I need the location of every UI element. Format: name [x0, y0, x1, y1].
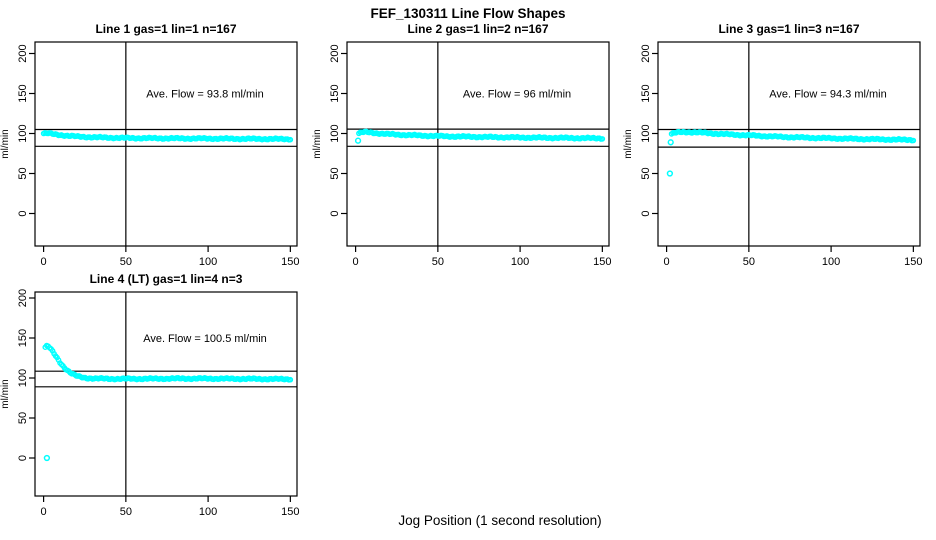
panel-title: Line 1 gas=1 lin=1 n=167: [95, 22, 236, 36]
y-axis: 0 50 100 150 200: [17, 289, 35, 461]
x-tick-label: 0: [664, 256, 670, 268]
data-series: [40, 130, 294, 143]
plot-box: [34, 41, 298, 247]
data-point: [910, 137, 917, 144]
y-tick-label: 150: [329, 84, 341, 102]
x-tick-label: 100: [822, 256, 840, 268]
y-tick-label: 150: [640, 84, 652, 102]
y-tick-label: 50: [17, 412, 29, 424]
x-axis: 0 50 100 150: [41, 246, 300, 268]
page-title: FEF_130311 Line Flow Shapes: [370, 6, 566, 21]
y-tick-label: 50: [640, 167, 652, 179]
x-axis: 0 50 100 150: [41, 496, 300, 518]
y-tick-label: 100: [17, 369, 29, 387]
panel-2: Line 2 gas=1 lin=2 n=167 Ave. Flow = 96 m…: [312, 22, 612, 268]
y-tick-label: 100: [640, 124, 652, 142]
y-tick-label: 0: [17, 455, 29, 461]
y-axis: 0 50 100 150 200: [329, 44, 347, 217]
x-tick-label: 50: [120, 506, 132, 518]
x-tick-label: 150: [281, 506, 299, 518]
y-tick-label: 100: [329, 124, 341, 142]
y-tick-label: 200: [17, 44, 29, 62]
y-tick-label: 50: [329, 167, 341, 179]
y-tick-label: 0: [640, 210, 652, 216]
outlier-point: [667, 139, 674, 146]
x-tick-label: 150: [904, 256, 922, 268]
panel-title: Line 3 gas=1 lin=3 n=167: [718, 22, 859, 36]
plot-box: [34, 291, 298, 497]
x-tick-label: 100: [199, 256, 217, 268]
ave-flow-annotation: Ave. Flow = 94.3 ml/min: [769, 89, 886, 101]
x-tick-label: 100: [199, 506, 217, 518]
ave-flow-annotation: Ave. Flow = 100.5 ml/min: [143, 333, 267, 345]
x-tick-label: 50: [120, 256, 132, 268]
y-tick-label: 200: [17, 289, 29, 307]
y-tick-label: 0: [329, 210, 341, 216]
plot-box: [657, 41, 921, 247]
x-tick-label: 0: [353, 256, 359, 268]
data-point: [287, 136, 294, 143]
x-tick-label: 150: [281, 256, 299, 268]
x-tick-label: 50: [743, 256, 755, 268]
y-axis-title: ml/min: [0, 129, 11, 158]
y-axis: 0 50 100 150 200: [640, 44, 658, 217]
x-tick-label: 50: [432, 256, 444, 268]
y-axis-title: ml/min: [623, 129, 634, 158]
y-axis: 0 50 100 150 200: [17, 44, 35, 217]
data-series: [666, 128, 917, 177]
x-axis: 0 50 100 150: [664, 246, 923, 268]
x-axis: 0 50 100 150: [353, 246, 612, 268]
y-tick-label: 200: [329, 44, 341, 62]
y-tick-label: 150: [17, 329, 29, 347]
ave-flow-annotation: Ave. Flow = 93.8 ml/min: [146, 89, 263, 101]
plot-box: [346, 41, 610, 247]
outlier-point: [43, 454, 51, 462]
x-tick-label: 100: [511, 256, 529, 268]
x-axis-label: Jog Position (1 second resolution): [398, 513, 602, 528]
ave-flow-annotation: Ave. Flow = 96 ml/min: [463, 89, 571, 101]
x-tick-label: 150: [593, 256, 611, 268]
outlier-point: [666, 170, 674, 177]
x-tick-label: 0: [41, 506, 47, 518]
y-tick-label: 200: [640, 44, 652, 62]
panel-title: Line 4 (LT) gas=1 lin=4 n=3: [90, 272, 243, 286]
y-tick-label: 100: [17, 124, 29, 142]
y-axis-title: ml/min: [0, 379, 11, 408]
data-point: [599, 136, 606, 142]
panel-3: Line 3 gas=1 lin=3 n=167 Ave. Flow = 94.3…: [623, 22, 923, 268]
y-tick-label: 150: [17, 84, 29, 102]
panel-4: Line 4 (LT) gas=1 lin=4 n=3 Ave. Flow = 1…: [0, 272, 300, 518]
data-series: [354, 128, 606, 144]
outlier-point: [354, 137, 362, 144]
y-tick-label: 0: [17, 210, 29, 216]
x-tick-label: 0: [41, 256, 47, 268]
data-series: [42, 342, 294, 462]
panel-title: Line 2 gas=1 lin=2 n=167: [407, 22, 548, 36]
y-axis-title: ml/min: [312, 129, 323, 158]
data-point: [287, 376, 294, 383]
y-tick-label: 50: [17, 167, 29, 179]
panel-1: Line 1 gas=1 lin=1 n=167 Ave. Flow = 93.8…: [0, 22, 300, 268]
